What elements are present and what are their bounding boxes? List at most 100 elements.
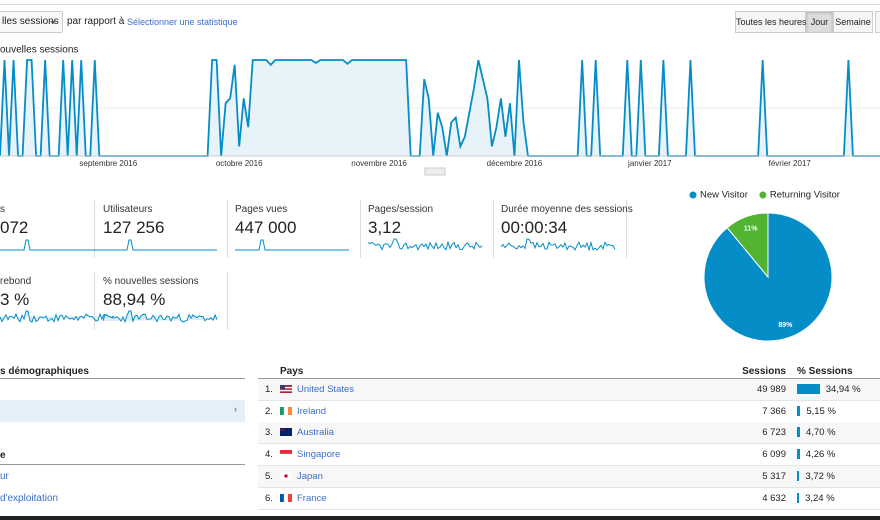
rank: 5. (265, 470, 273, 482)
x-tick-label: novembre 2016 (351, 159, 407, 168)
x-tick-label: septembre 2016 (79, 159, 137, 168)
scorecard: Pages/session 3,12 (362, 200, 494, 258)
pct-label: 5,15 % (806, 405, 836, 417)
slice-label: 89% (778, 322, 793, 329)
flag (280, 471, 292, 480)
panel-link[interactable]: d'exploitation (0, 493, 59, 504)
scorecard-value: 00:00:34 (501, 218, 568, 237)
range-button[interactable]: M (875, 11, 880, 33)
flag-part (280, 453, 292, 459)
country-link[interactable]: Australia (297, 427, 334, 439)
range-button[interactable]: Toutes les heures (735, 11, 807, 33)
x-tick-label: janvier 2017 (627, 159, 672, 168)
scorecard: Durée moyenne des sessions 00:00:34 (495, 200, 633, 258)
legend-swatch (759, 191, 767, 199)
compare-label: par rapport à (67, 16, 125, 27)
country-link[interactable]: United States (297, 384, 355, 395)
flag-part (280, 385, 285, 389)
flag-part (280, 389, 292, 392)
metric-select[interactable]: lles sessions (0, 11, 63, 33)
legend-swatch (689, 191, 697, 199)
sparkline-line (0, 310, 115, 323)
scorecard: Utilisateurs 127 256 (97, 200, 228, 258)
flag (280, 385, 292, 393)
rank: 3. (265, 427, 273, 439)
sparkline (103, 310, 218, 324)
flag (280, 493, 292, 502)
flag-part (284, 474, 288, 478)
collapse-handle (424, 167, 446, 176)
pct-bar (797, 470, 800, 481)
sparkline (501, 238, 616, 252)
scorecard-value: 3,12 (368, 218, 402, 237)
flag-part (280, 429, 285, 431)
table-row: 5. Japan 5 317 3,72 % (258, 465, 880, 488)
rank: 4. (265, 449, 273, 461)
panel-rule (0, 378, 245, 379)
top-rule (0, 4, 880, 5)
sparkline-line (501, 238, 616, 252)
country-link[interactable]: France (297, 492, 327, 504)
pct-bar (797, 492, 800, 503)
pie-slice (726, 212, 769, 279)
sparkline-line (103, 239, 217, 251)
pct-bar (797, 405, 801, 416)
rank: 1. (265, 384, 273, 395)
flag-part (283, 493, 289, 502)
table-rule (258, 378, 880, 379)
rank: 2. (265, 405, 273, 417)
pie-chart: 89% New Visitor 11% Returning Visitor (689, 190, 840, 342)
flag-part (283, 406, 289, 415)
bottom-edge (0, 516, 880, 520)
sparkline (0, 310, 115, 323)
country-link[interactable]: Singapore (297, 449, 341, 461)
column-header: % Sessions (797, 366, 853, 377)
country-link[interactable]: Ireland (297, 405, 327, 417)
sessions: 6 099 (762, 449, 786, 461)
legend-label: New Visitor (700, 190, 748, 201)
pct-bar (797, 427, 801, 438)
panel-section: e (0, 450, 6, 461)
sessions: 5 317 (762, 470, 786, 482)
x-tick-label: février 2017 (769, 159, 812, 168)
flag (280, 406, 292, 415)
sparkline-line (103, 310, 218, 324)
flag-part (280, 386, 292, 389)
flag-part (280, 385, 292, 393)
flag (280, 450, 292, 459)
sparkline-line (0, 239, 114, 251)
scorecard: rebond 3 % (0, 272, 115, 330)
column-header: Pays (280, 366, 304, 377)
panel-link[interactable]: ur (0, 471, 9, 482)
flag-part (280, 450, 292, 455)
panel-rule (0, 464, 245, 465)
sessions: 4 632 (762, 492, 786, 504)
range-button[interactable]: Jour (806, 11, 833, 33)
pct-bar (797, 384, 820, 394)
pct-label: 4,70 % (806, 427, 836, 439)
scorecard-label: % nouvelles sessions (103, 276, 199, 287)
table-row: 3. Australia 6 723 4,70 % (258, 422, 880, 445)
table-row: 6. France 4 632 3,24 % (258, 487, 880, 510)
select-stat-link[interactable]: Sélectionner une statistique (127, 17, 238, 27)
scorecard: Pages vues 447 000 (229, 200, 361, 258)
scorecard-label: rebond (0, 276, 32, 287)
pct-label: 34,94 % (825, 384, 861, 395)
panel-title: s démographiques (0, 366, 89, 377)
range-button[interactable]: Semaine (833, 11, 873, 33)
flag-part (288, 493, 292, 502)
scorecard-value: 447 000 (235, 218, 297, 237)
rank: 6. (265, 492, 273, 504)
pct-label: 3,72 % (805, 470, 835, 482)
pct-label: 3,24 % (805, 492, 835, 504)
selected-row[interactable]: › (0, 400, 245, 422)
country-link[interactable]: Japan (297, 470, 323, 482)
pct-label: 4,26 % (805, 449, 836, 461)
flag-part (280, 493, 284, 502)
trend-chart: ouvelles sessions septembre 2016 octobre … (0, 45, 880, 176)
chart-title: ouvelles sessions (0, 45, 78, 56)
x-tick-label: décembre 2016 (487, 159, 543, 168)
sessions: 7 366 (762, 405, 786, 417)
legend-label: Returning Visitor (770, 190, 840, 201)
